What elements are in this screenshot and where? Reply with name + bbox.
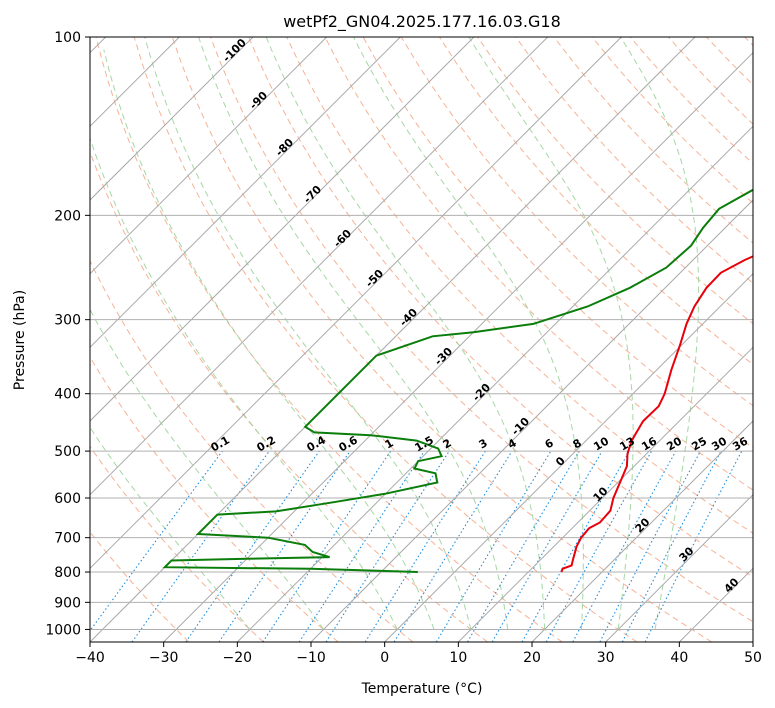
y-tick-label: 800 bbox=[54, 565, 81, 581]
x-tick-label: 30 bbox=[597, 650, 615, 666]
mixing-ratio-line bbox=[218, 450, 351, 642]
isotherm-line bbox=[163, 51, 753, 642]
mixing-ratio-line bbox=[131, 450, 270, 642]
isotherm-line bbox=[605, 493, 753, 642]
dry-adiabat-line bbox=[248, 37, 753, 578]
moist-adiabat-line bbox=[265, 37, 546, 630]
moist-adiabat-line bbox=[103, 49, 435, 630]
x-tick-label: −40 bbox=[75, 650, 105, 666]
y-tick-label: 400 bbox=[54, 387, 81, 403]
mixing-ratio-line bbox=[644, 450, 743, 642]
isotherm-line bbox=[90, 37, 549, 496]
moist-adiabat-line bbox=[353, 37, 584, 630]
isotherm-line bbox=[531, 420, 753, 642]
moist-adiabat-line bbox=[144, 37, 472, 630]
moist-adiabat-line bbox=[620, 37, 700, 630]
mixing-ratio-line bbox=[185, 450, 320, 642]
dry-adiabat-line bbox=[90, 356, 339, 642]
x-tick-label: −10 bbox=[296, 650, 326, 666]
series-layer bbox=[162, 188, 753, 573]
moist-adiabat-line bbox=[90, 136, 398, 630]
y-tick-label: 700 bbox=[54, 531, 81, 547]
isotherm-line bbox=[752, 641, 753, 642]
isotherm-line bbox=[457, 346, 753, 642]
y-tick-label: 500 bbox=[54, 444, 81, 460]
axes: −40 −30 −20 −10 0 10 20 30 40 50 100 200 300 400 500 60… bbox=[45, 30, 762, 666]
x-tick-label: −20 bbox=[223, 650, 253, 666]
isotherm-line bbox=[310, 199, 753, 642]
x-tick-label: 10 bbox=[449, 650, 467, 666]
mixing-ratio-line bbox=[393, 450, 513, 642]
moist-adiabat-line bbox=[198, 37, 509, 630]
mixing-ratio-line bbox=[298, 450, 425, 642]
series-line-dewpoint bbox=[162, 188, 753, 573]
mixing-ratio-line bbox=[325, 450, 450, 642]
x-tick-label: 0 bbox=[380, 650, 389, 666]
y-tick-label: 900 bbox=[54, 595, 81, 611]
mixing-ratio-line bbox=[521, 450, 630, 642]
x-tick-label: −30 bbox=[149, 650, 179, 666]
series-line-temperature bbox=[560, 255, 753, 573]
mixing-ratio-line bbox=[262, 450, 392, 642]
dry-adiabat-line bbox=[95, 37, 563, 642]
y-tick-label: 600 bbox=[54, 491, 81, 507]
isotherm-line bbox=[90, 37, 696, 642]
dry-adiabat-line bbox=[210, 37, 753, 623]
mixing-ratio-line bbox=[545, 450, 653, 642]
moist-adiabat-line bbox=[90, 426, 251, 630]
y-axis-label: Pressure (hPa) bbox=[12, 290, 28, 390]
dry-adiabat-line bbox=[90, 259, 414, 642]
mixing-ratio-line bbox=[90, 450, 223, 632]
mixing-ratio-line bbox=[572, 450, 677, 642]
x-axis-label: Temperature (°C) bbox=[361, 681, 483, 697]
x-tick-label: 50 bbox=[744, 650, 762, 666]
moist-adiabat-line bbox=[468, 37, 634, 630]
x-tick-label: 40 bbox=[670, 650, 688, 666]
y-tick-label: 200 bbox=[54, 208, 81, 224]
moist-adiabat-line bbox=[90, 308, 324, 630]
isotherm-line bbox=[90, 37, 475, 422]
isotherm-line bbox=[90, 37, 328, 275]
dry-adiabat-line bbox=[171, 37, 712, 642]
dry-adiabat-line bbox=[324, 37, 753, 491]
isotherm-line bbox=[90, 37, 622, 570]
isotherm-line bbox=[90, 37, 401, 349]
dry-adiabat-line bbox=[515, 37, 753, 284]
x-tick-label: 20 bbox=[523, 650, 541, 666]
plot-frame bbox=[89, 36, 754, 643]
dry-adiabat-line bbox=[90, 445, 264, 642]
isotherm-line bbox=[90, 37, 254, 201]
isotherm-line bbox=[384, 272, 753, 642]
y-tick-label: 1000 bbox=[45, 622, 81, 638]
isotherm-line bbox=[236, 125, 753, 642]
y-tick-label: 100 bbox=[54, 30, 81, 46]
y-tick-label: 300 bbox=[54, 313, 81, 329]
dry-adiabat-line bbox=[133, 37, 638, 642]
dry-adiabat-line bbox=[286, 37, 753, 534]
chart-title: wetPf2_GN04.2025.177.16.03.G18 bbox=[283, 12, 561, 32]
background-lines bbox=[90, 37, 753, 642]
